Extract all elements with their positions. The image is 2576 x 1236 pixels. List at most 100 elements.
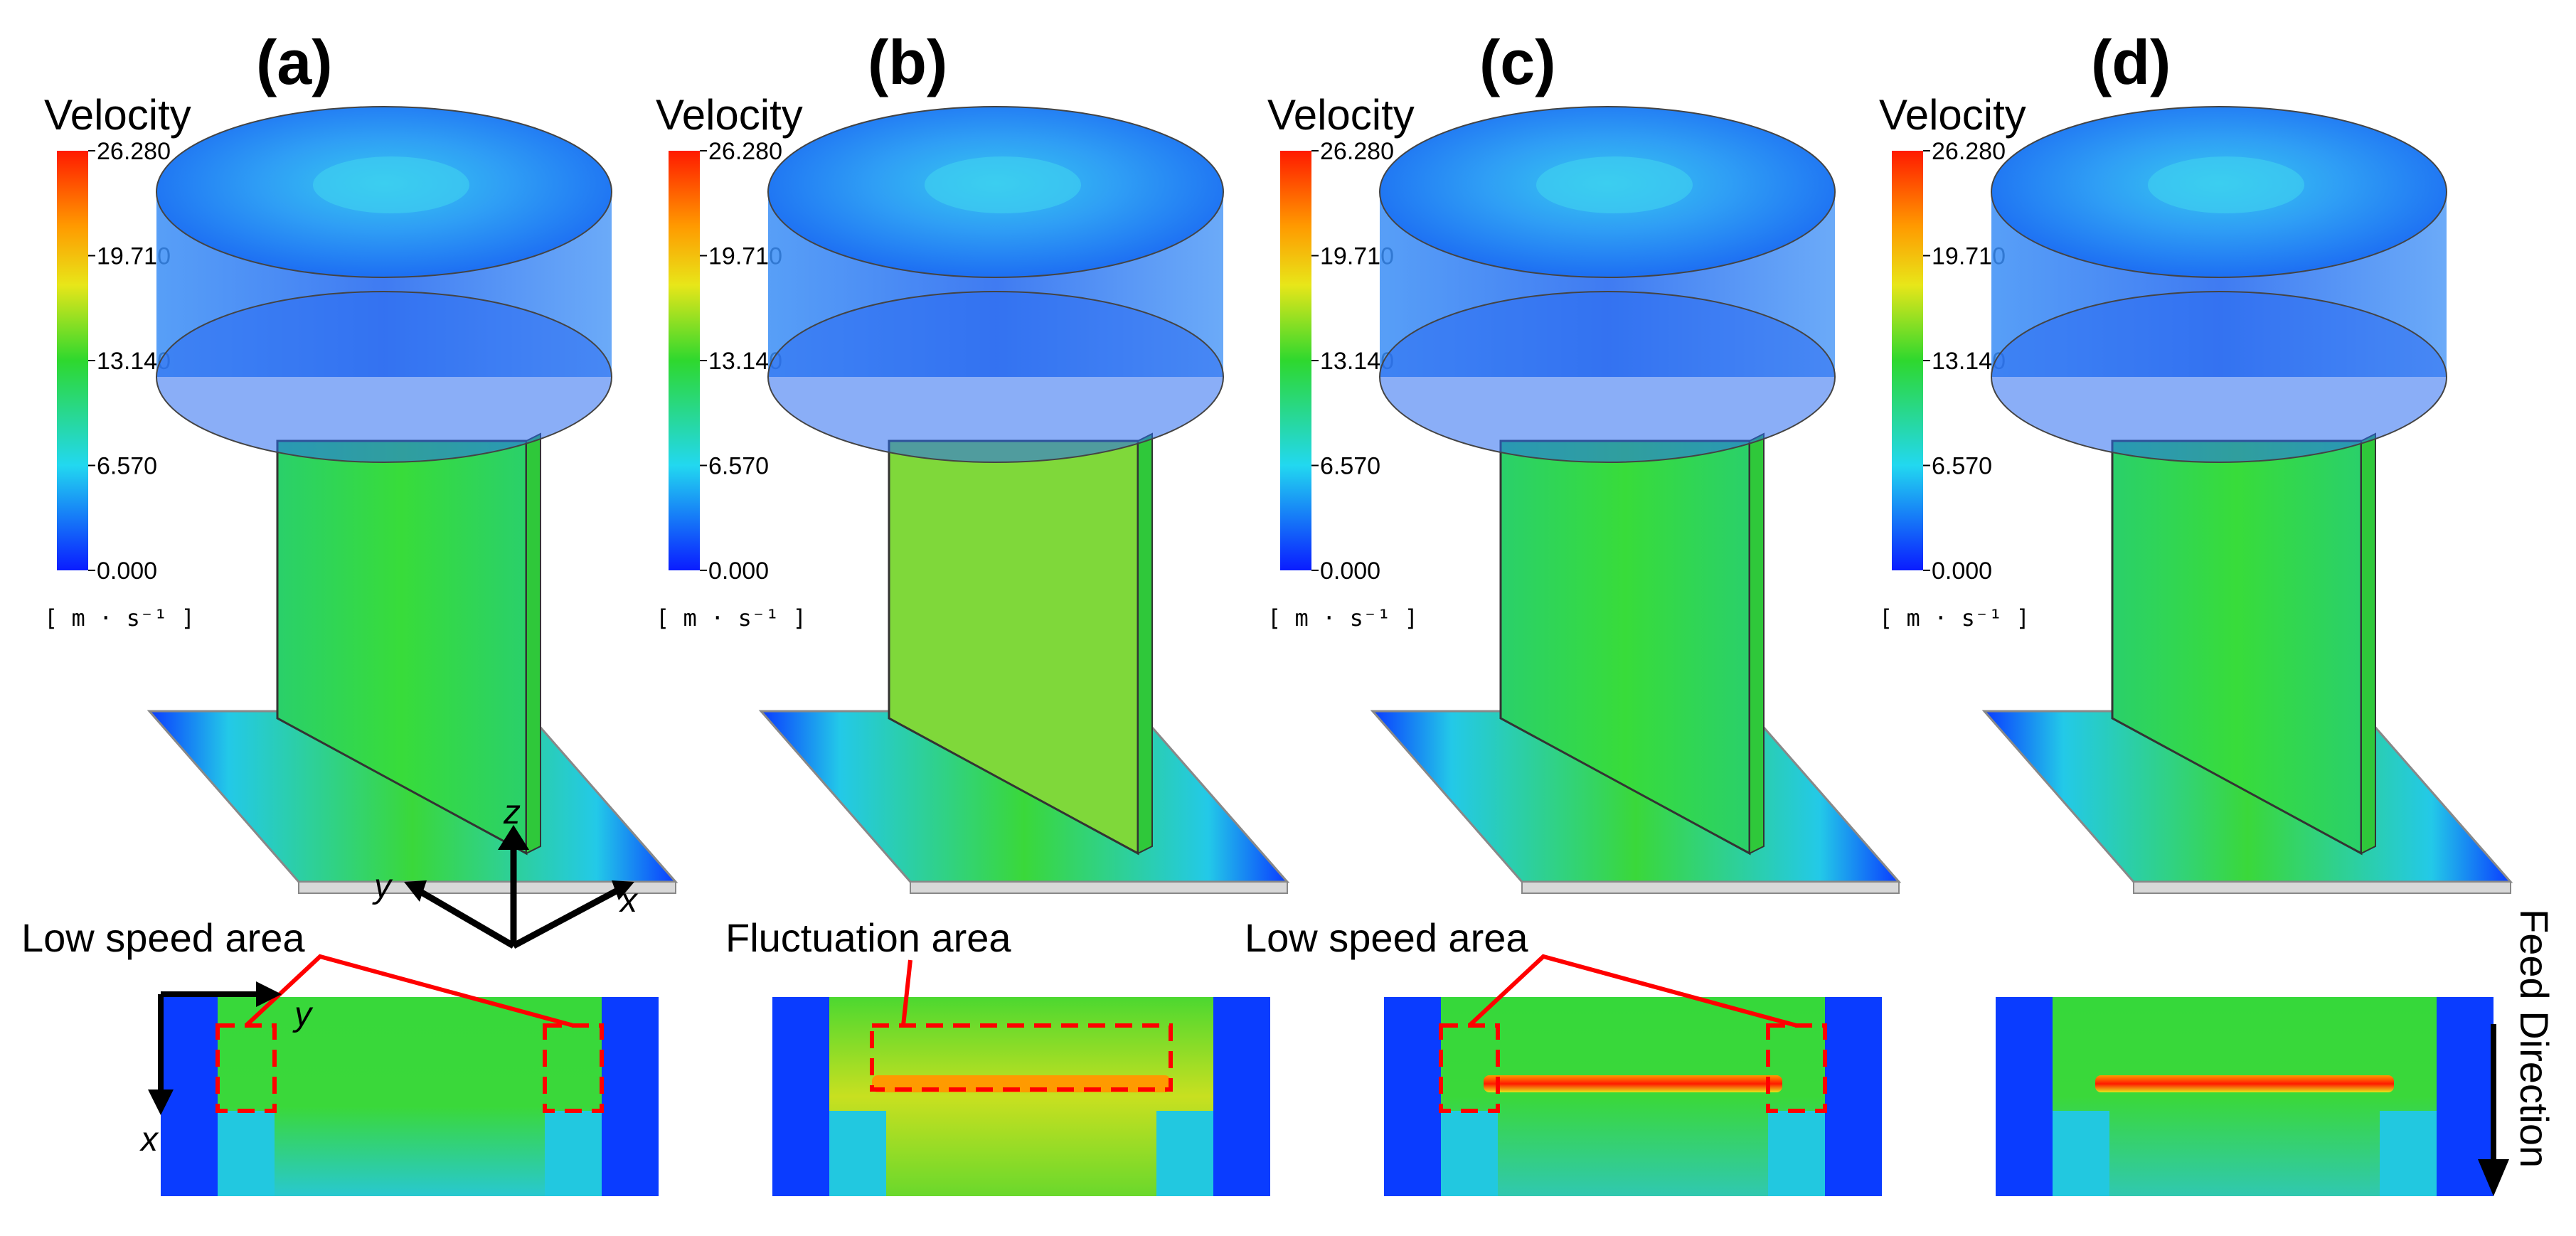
legend-tick-label: 6.570: [1932, 453, 1992, 480]
panel-c: (c)Velocity26.28019.71013.1406.5700.000[…: [1245, 27, 1902, 1196]
legend-tick-label: 6.570: [97, 453, 157, 480]
base-plate-edge: [1521, 881, 1900, 894]
panel-b: (b)Velocity26.28019.71013.1406.5700.000[…: [656, 27, 1290, 1196]
annotation: Fluctuation area: [725, 915, 1173, 1092]
section-hot-band: [1484, 1075, 1782, 1092]
legend-title: Velocity: [44, 91, 191, 139]
legend-unit: [ m · s⁻¹ ]: [44, 604, 195, 632]
legend-tick-label: 6.570: [1320, 453, 1380, 480]
cross-section: [1384, 997, 1882, 1196]
chamber-bottom: [767, 291, 1224, 463]
annotation: Low speed area: [1245, 915, 1827, 1113]
cross-section: [772, 997, 1270, 1196]
axis-triad: z y x: [372, 794, 639, 949]
section-right-fan: [1156, 1111, 1213, 1196]
nozzle-plate-side: [2361, 432, 2376, 855]
y-axis-line: [416, 888, 516, 949]
panel-d: (d)Velocity26.28019.71013.1406.5700.000[…: [1879, 27, 2513, 1196]
x-axis-label: x: [619, 882, 639, 920]
legend-colorbar: [57, 151, 88, 570]
section-hot-band: [2095, 1075, 2394, 1092]
annotation-leader: [901, 959, 912, 1026]
chamber-bottom: [156, 291, 612, 463]
section-left-wall: [1384, 997, 1441, 1196]
legend-tick-label: 0.000: [708, 558, 769, 585]
section-axes: y x: [139, 981, 314, 1158]
chamber-swirl: [925, 156, 1081, 213]
legend-tick-label: 26.280: [708, 138, 782, 165]
annotation-text: Low speed area: [1245, 915, 1528, 960]
legend-tick-label: 0.000: [97, 558, 157, 585]
section-right-fan: [545, 1111, 602, 1196]
annotation-text: Low speed area: [21, 915, 305, 960]
legend-title: Velocity: [1879, 91, 2026, 139]
legend-colorbar: [669, 151, 700, 570]
section-left-fan: [829, 1111, 886, 1196]
annotation-box: [870, 1023, 1173, 1092]
section-right-wall: [1213, 997, 1270, 1196]
y-axis-label: y: [372, 868, 393, 905]
annotation-text: Fluctuation area: [725, 915, 1011, 960]
section-y-arrowhead: [256, 981, 282, 1007]
legend-title: Velocity: [656, 91, 803, 139]
legend-tick-label: 26.280: [1320, 138, 1394, 165]
section-left-wall: [161, 997, 218, 1196]
legend-unit: [ m · s⁻¹ ]: [656, 604, 807, 632]
y-axis-arrowhead: [404, 880, 427, 902]
legend-tick-label: 6.570: [708, 453, 769, 480]
panel-label: (d): [2091, 27, 2171, 97]
section-left-wall: [772, 997, 829, 1196]
cross-section: [1996, 997, 2493, 1196]
feed-direction-arrowhead: [2478, 1159, 2509, 1196]
panel-label: (b): [868, 27, 947, 97]
section-right-wall: [1825, 997, 1882, 1196]
section-left-fan: [1441, 1111, 1498, 1196]
chamber-swirl: [2148, 156, 2304, 213]
nozzle-plate-side: [1137, 432, 1153, 855]
x-axis-arrowhead: [612, 880, 634, 900]
velocity-field-3d: [1370, 106, 1902, 894]
z-axis-label: z: [503, 794, 521, 831]
legend-unit: [ m · s⁻¹ ]: [1879, 604, 2030, 632]
legend-unit: [ m · s⁻¹ ]: [1267, 604, 1418, 632]
chamber-bottom: [1991, 291, 2447, 463]
section-left-fan: [218, 1111, 275, 1196]
section-y-label: y: [292, 996, 314, 1033]
annotation-leader: [1467, 954, 1797, 1028]
annotation: Low speed area: [21, 915, 604, 1113]
legend-tick-label: 0.000: [1932, 558, 1992, 585]
legend-colorbar: [1280, 151, 1311, 570]
feed-direction-label: Feed Direction: [2512, 909, 2557, 1168]
nozzle-plate-side: [526, 432, 541, 855]
legend-tick-label: 26.280: [97, 138, 171, 165]
panel-a: (a)Velocity26.28019.71013.1406.5700.000[…: [21, 27, 678, 1196]
base-plate-edge: [298, 881, 676, 894]
legend-colorbar: [1892, 151, 1923, 570]
velocity-field-3d: [147, 106, 678, 894]
section-right-fan: [1768, 1111, 1825, 1196]
cross-section: [161, 997, 659, 1196]
base-plate-edge: [910, 881, 1288, 894]
chamber-bottom: [1379, 291, 1836, 463]
section-x-arrowhead: [148, 1090, 174, 1115]
nozzle-plate-side: [1749, 432, 1765, 855]
section-left-wall: [1996, 997, 2053, 1196]
annotation-leader: [244, 954, 574, 1028]
x-axis-line: [511, 886, 622, 949]
chamber-swirl: [313, 156, 469, 213]
velocity-field-3d: [758, 106, 1290, 894]
panel-label: (c): [1479, 27, 1556, 97]
section-left-fan: [2053, 1111, 2109, 1196]
panel-label: (a): [256, 27, 333, 97]
legend-title: Velocity: [1267, 91, 1415, 139]
base-plate-edge: [2133, 881, 2511, 894]
velocity-field-3d: [1981, 106, 2513, 894]
section-right-wall: [602, 997, 659, 1196]
section-right-fan: [2380, 1111, 2437, 1196]
feed-direction: Feed Direction: [2478, 909, 2557, 1196]
chamber-swirl: [1536, 156, 1693, 213]
section-x-label: x: [139, 1121, 159, 1158]
z-axis-arrowhead: [498, 825, 529, 850]
